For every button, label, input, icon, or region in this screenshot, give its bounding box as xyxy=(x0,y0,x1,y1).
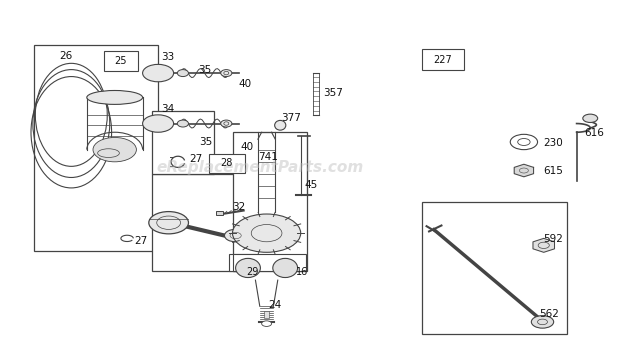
Text: 357: 357 xyxy=(323,88,343,98)
Text: 28: 28 xyxy=(221,158,233,168)
Text: 592: 592 xyxy=(543,234,563,244)
Text: 615: 615 xyxy=(544,166,564,175)
Text: 35: 35 xyxy=(200,137,213,147)
Text: eReplacementParts.com: eReplacementParts.com xyxy=(157,159,364,175)
Text: 227: 227 xyxy=(433,55,452,65)
Bar xyxy=(232,254,306,271)
Text: 40: 40 xyxy=(241,142,254,152)
Bar xyxy=(104,51,138,71)
Polygon shape xyxy=(514,164,534,177)
Bar xyxy=(232,132,307,271)
Text: 16: 16 xyxy=(296,267,309,277)
Ellipse shape xyxy=(275,120,286,130)
Ellipse shape xyxy=(221,70,232,77)
Text: 562: 562 xyxy=(539,309,559,319)
Text: 32: 32 xyxy=(232,202,246,212)
Text: 377: 377 xyxy=(281,113,301,123)
Ellipse shape xyxy=(177,70,188,77)
Circle shape xyxy=(262,321,272,326)
Text: 40: 40 xyxy=(239,79,252,89)
Bar xyxy=(216,211,223,215)
Text: 25: 25 xyxy=(115,56,127,66)
Circle shape xyxy=(232,214,301,252)
Circle shape xyxy=(531,316,554,328)
Text: 230: 230 xyxy=(544,138,564,148)
Text: 29: 29 xyxy=(246,267,259,277)
Bar xyxy=(152,174,257,271)
Bar xyxy=(209,154,245,173)
Ellipse shape xyxy=(221,120,232,127)
Text: 616: 616 xyxy=(584,128,604,138)
Ellipse shape xyxy=(177,120,188,127)
Circle shape xyxy=(143,64,174,82)
Bar xyxy=(422,49,464,70)
Bar xyxy=(152,111,214,174)
Text: 34: 34 xyxy=(161,104,174,113)
Text: 26: 26 xyxy=(59,51,72,61)
Text: 35: 35 xyxy=(198,65,211,75)
Polygon shape xyxy=(533,238,554,252)
Circle shape xyxy=(149,212,188,234)
Circle shape xyxy=(224,229,247,242)
Text: 27: 27 xyxy=(189,154,202,164)
Text: 741: 741 xyxy=(258,152,278,162)
Bar xyxy=(264,311,269,318)
Bar xyxy=(34,45,158,251)
Circle shape xyxy=(143,115,174,132)
Bar xyxy=(422,202,567,334)
Text: 27: 27 xyxy=(135,236,148,246)
Ellipse shape xyxy=(87,90,143,104)
Ellipse shape xyxy=(273,258,298,278)
Text: 33: 33 xyxy=(161,53,174,62)
Ellipse shape xyxy=(236,258,260,278)
Circle shape xyxy=(583,114,598,122)
Text: 24: 24 xyxy=(268,300,281,310)
Bar xyxy=(229,254,256,271)
Text: 45: 45 xyxy=(304,181,317,190)
Ellipse shape xyxy=(93,137,136,162)
